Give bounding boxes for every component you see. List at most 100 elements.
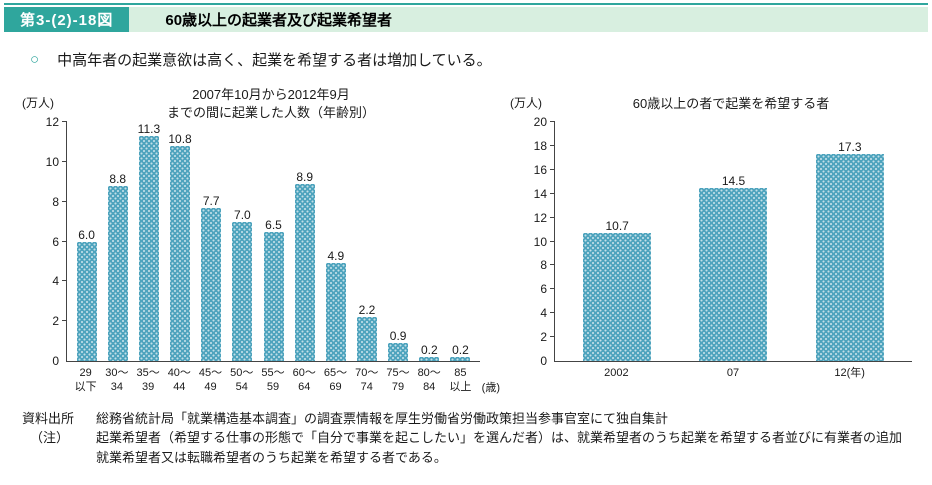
y-tick-mark [550, 192, 555, 194]
figure-title-band: 60歳以上の起業者及び起業希望者 [129, 7, 928, 32]
y-tick-label: 20 [533, 115, 547, 129]
y-tick-mark [62, 121, 67, 122]
bar-value-label: 10.8 [168, 131, 192, 146]
bar-column: 0.2 [414, 344, 445, 361]
bar [232, 221, 253, 361]
bar-value-label: 6.5 [265, 217, 282, 232]
x-tick-label: 75～ 79 [386, 367, 410, 394]
x-tick-label: 80～ 84 [417, 367, 441, 394]
bar-column: 11.3 [133, 123, 164, 361]
x-tick-label: 12(年) [834, 367, 865, 379]
bar-value-label: 0.2 [420, 343, 438, 358]
bar-column: 6.5 [258, 219, 289, 361]
bar-column: 0.9 [383, 330, 414, 361]
y-tick-mark [550, 336, 555, 338]
chart-startups-by-age: (万人) 2007年10月から2012年9月 までの間に起業した人数（年齢別） … [18, 86, 500, 395]
bar-column: 10.7 [559, 220, 675, 361]
bar-value-label: 0.9 [389, 329, 407, 344]
lead-text: 中高年者の起業意欲は高く、起業を希望する者は増加している。 [57, 52, 492, 69]
bar-column: 7.7 [196, 195, 227, 361]
y-tick-mark [550, 121, 555, 122]
bar [583, 233, 652, 361]
x-axis-unit-label: (歳) [481, 381, 500, 394]
note-text: 起業希望者（希望する仕事の形態で「自分で事業を起こしたい」を選んだ者）は、就業希… [96, 430, 903, 465]
plot-wrap: 0 2 4 6 8 10 12 14 16 18 20 10.7 14.5 17.3 2002 07 12(年… [506, 116, 912, 380]
bar-value-label: 14.5 [721, 173, 746, 188]
y-tick-label: 2 [52, 314, 59, 329]
y-tick-mark [550, 240, 555, 242]
figure-header: 第3-(2)-18図 60歳以上の起業者及び起業希望者 [4, 7, 928, 32]
bar-value-label: 2.2 [358, 303, 376, 318]
chart-title: 60歳以上の者で起業を希望する者 [632, 96, 830, 112]
chart-title: 2007年10月から2012年9月 までの間に起業した人数（年齢別） [166, 87, 375, 120]
y-tick-label: 4 [540, 306, 547, 321]
y-tick-label: 14 [533, 186, 547, 201]
x-axis-labels: 2002 07 12(年) [554, 366, 912, 380]
figure-number-badge: 第3-(2)-18図 [4, 7, 130, 32]
bar [356, 317, 377, 361]
figure-title: 60歳以上の起業者及び起業希望者 [165, 12, 393, 29]
y-tick-mark [550, 264, 555, 266]
y-tick-mark [550, 312, 555, 314]
bar-column: 7.0 [227, 209, 258, 361]
y-tick-mark [62, 200, 67, 202]
bar-value-label: 8.8 [109, 171, 127, 186]
bar-value-label: 4.9 [327, 249, 345, 264]
bars-group: 10.7 14.5 17.3 [555, 122, 912, 361]
bar-column: 10.8 [164, 133, 195, 361]
y-tick-mark [62, 280, 67, 282]
y-tick-mark [550, 288, 555, 290]
bar [815, 154, 884, 361]
y-tick-label: 12 [45, 115, 59, 129]
bar [388, 343, 409, 361]
bar-value-label: 10.7 [605, 219, 629, 234]
source-text: 総務省統計局「就業構造基本調査」の調査票情報を厚生労働省労働政策担当参事官室にて… [96, 410, 669, 426]
x-tick-label: 2002 [604, 367, 629, 379]
bar-value-label: 11.3 [137, 121, 161, 136]
bar [325, 263, 346, 361]
bar [107, 185, 128, 361]
y-tick-label: 18 [533, 138, 547, 153]
bar-value-label: 0.2 [452, 343, 469, 358]
y-tick-mark [62, 320, 67, 322]
plot-area: 0 2 4 6 8 10 12 6.0 8.8 11.3 10.8 7.7 7.0 6.5 8.9 4.9 2.… [46, 116, 480, 367]
y-tick-label: 0 [52, 354, 59, 368]
bar-column: 0.2 [445, 344, 476, 361]
y-tick-label: 16 [533, 162, 547, 177]
y-axis-unit-label: (万人) [22, 96, 54, 110]
x-axis-labels: 29 以下 30～ 34 35～ 39 40～ 44 45～ 49 50～ 54 55～ 5… [66, 366, 480, 395]
bar [263, 231, 284, 361]
circle-bullet-icon: ○ [30, 51, 40, 68]
y-tick-mark [62, 160, 67, 162]
y-tick-label: 8 [52, 194, 59, 209]
x-tick-label: 60～ 64 [292, 367, 316, 394]
source-row: 資料出所 総務省統計局「就業構造基本調査」の調査票情報を厚生労働省労働政策担当参… [22, 409, 914, 429]
note-label: （注） [30, 430, 70, 446]
y-tick-label: 8 [540, 258, 547, 273]
bars-group: 6.0 8.8 11.3 10.8 7.7 7.0 6.5 8.9 4.9 2.2 0.9 0.2 0.… [67, 122, 480, 361]
x-tick-label: 50～ 54 [230, 367, 254, 394]
x-tick-label: 70～ 74 [355, 367, 379, 394]
bar [699, 187, 768, 361]
source-label: 資料出所 [22, 410, 75, 426]
bar-column: 14.5 [675, 175, 791, 361]
bar-column: 17.3 [792, 141, 908, 361]
bar-column: 2.2 [351, 304, 382, 361]
top-rule [4, 3, 928, 5]
bar-column: 8.9 [289, 171, 320, 361]
bar-column: 8.8 [102, 173, 133, 361]
bar [201, 207, 222, 361]
bar-value-label: 7.7 [202, 193, 220, 208]
bar-value-label: 17.3 [838, 140, 862, 155]
y-tick-label: 12 [533, 210, 547, 225]
plot-area: 0 2 4 6 8 10 12 14 16 18 20 10.7 14.5 17.3 [534, 116, 912, 367]
y-tick-mark [62, 240, 67, 242]
x-tick-label: 35～ 39 [136, 367, 160, 394]
figure-page: 第3-(2)-18図 60歳以上の起業者及び起業希望者 ○ 中高年者の起業意欲は… [0, 3, 932, 485]
y-tick-label: 6 [540, 282, 547, 297]
bar [138, 135, 159, 361]
y-tick-label: 4 [52, 274, 59, 289]
footer-notes: 資料出所 総務省統計局「就業構造基本調査」の調査票情報を厚生労働省労働政策担当参… [22, 409, 914, 468]
x-tick-label: 85 以上 [449, 367, 472, 394]
x-tick-label: 40～ 44 [167, 367, 191, 394]
